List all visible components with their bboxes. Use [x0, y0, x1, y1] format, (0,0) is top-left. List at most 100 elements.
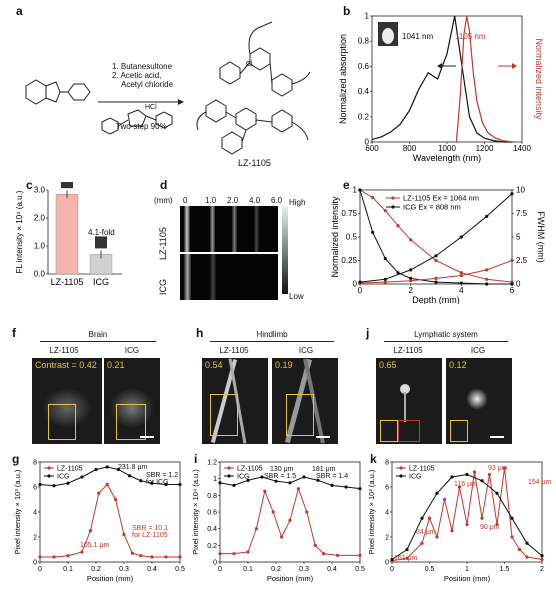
data-point: [97, 491, 101, 495]
data-point: [409, 238, 413, 242]
data-point: [420, 516, 424, 520]
reactant-molecule: [25, 79, 91, 105]
abs-arrowhead: [437, 63, 442, 69]
data-point: [313, 543, 317, 547]
j-contrast-right: 0.12: [449, 360, 467, 370]
data-point: [485, 268, 489, 272]
inset-vial-glow: [382, 28, 394, 44]
image-lz1105-strip: [180, 206, 278, 252]
data-point: [485, 277, 489, 281]
data-point: [383, 280, 387, 284]
image-j-lz1105: 0.65: [376, 358, 442, 444]
x-tick-label: 0: [218, 566, 222, 573]
g-ann2: SBR = 1.2: [146, 472, 179, 479]
y-tick-label: 0.4: [207, 526, 217, 533]
reagent-molecule: [101, 109, 173, 135]
data-point: [405, 556, 409, 560]
image-f-lz1105: Contrast = 0.42: [32, 358, 102, 444]
data-point: [164, 482, 168, 487]
x-tick-label: 800: [403, 144, 417, 153]
y-tick-label: 1.2: [207, 460, 217, 467]
y2-tick-label: 7.5: [516, 209, 528, 218]
depth-tick: 0: [183, 196, 188, 205]
k-ann1: 93 μm: [488, 465, 508, 472]
data-point: [288, 481, 292, 485]
x-axis-label: Position (mm): [444, 574, 491, 583]
y-tick-label: 2: [385, 535, 389, 542]
data-point: [371, 230, 375, 234]
data-point: [218, 481, 222, 485]
data-point: [457, 485, 462, 489]
i-ann1: 130 μm: [270, 466, 294, 473]
data-point: [459, 271, 463, 275]
data-point: [52, 484, 56, 488]
legend-label-icg: ICG Ex = 808 nm: [403, 203, 461, 212]
data-point: [487, 472, 492, 477]
data-point: [405, 547, 409, 552]
data-point: [442, 497, 447, 502]
g-ann1: 231.8 μm: [118, 464, 148, 471]
f-title: Brain: [88, 330, 108, 339]
legend-label: ICG: [57, 474, 69, 481]
image-h-icg: 0.19: [272, 358, 338, 444]
legend-marker: [399, 474, 403, 478]
depth-tick: 6.0: [271, 196, 283, 205]
panel-a-scheme: Cl: [25, 21, 311, 155]
abs-peak-label: 1041 nm: [402, 32, 434, 41]
y-tick-label: 0.6: [207, 510, 217, 517]
g-ann6: for LZ-1105: [132, 532, 168, 539]
data-point: [122, 532, 126, 537]
data-point: [114, 497, 118, 502]
data-point: [280, 535, 284, 539]
data-point: [409, 268, 413, 272]
data-point: [427, 516, 432, 520]
x-tick-label: 0.1: [243, 566, 253, 573]
data-point: [232, 552, 236, 556]
data-point: [472, 470, 477, 474]
data-point: [383, 257, 387, 261]
x-tick-label: 0: [358, 286, 363, 295]
g-ann5: SBR = 10.1: [132, 525, 168, 532]
panel-g-label: g: [12, 452, 20, 466]
x-tick-label: 0.4: [147, 566, 157, 573]
bar-label: LZ-1105: [51, 277, 84, 287]
x-tick-label: 0.5: [425, 566, 435, 573]
y-tick-label: 0: [385, 560, 389, 567]
data-point: [38, 555, 42, 559]
x-tick-label: 2: [408, 286, 413, 295]
data-point: [459, 281, 463, 285]
data-point: [435, 491, 439, 495]
data-point: [344, 485, 348, 489]
y-tick-label: 0: [213, 560, 217, 567]
data-point: [254, 527, 258, 531]
i-ann3: 181 μm: [312, 466, 336, 473]
y-tick-label: 6: [385, 485, 389, 492]
data-point: [130, 551, 134, 555]
data-point: [450, 475, 454, 479]
legend-marker: [391, 205, 395, 209]
image-j-icg: 0.12: [446, 358, 512, 444]
data-point: [390, 557, 394, 562]
data-point: [38, 482, 42, 487]
data-point: [178, 555, 182, 559]
y-tick-label: 0.8: [207, 493, 217, 500]
depth-tick: 2.0: [227, 196, 239, 205]
data-point: [296, 487, 300, 491]
data-point: [371, 195, 375, 200]
data-point: [434, 254, 438, 258]
data-point: [383, 277, 387, 281]
legend-label-lz1105: LZ-1105 Ex = 1064 nm: [403, 194, 479, 203]
chart-k: 0 0.5 1 1.5 2 0 2 4 6 8 Position (mm) Pixel intensi…: [367, 460, 544, 584]
x-tick-label: 0.2: [271, 566, 281, 573]
data-point: [105, 482, 109, 487]
k-ann6: 161 μm: [394, 555, 418, 562]
data-point: [66, 481, 70, 485]
colorbar: [282, 206, 288, 294]
y-axis-label: Pixel intensity × 10³ (a.u.): [13, 469, 22, 554]
image-h-lz1105: 0.54: [202, 358, 268, 444]
data-point: [274, 479, 278, 483]
data-point: [396, 271, 400, 275]
y-tick-label: 0.25: [341, 256, 357, 265]
x-tick-label: 2: [540, 566, 544, 573]
